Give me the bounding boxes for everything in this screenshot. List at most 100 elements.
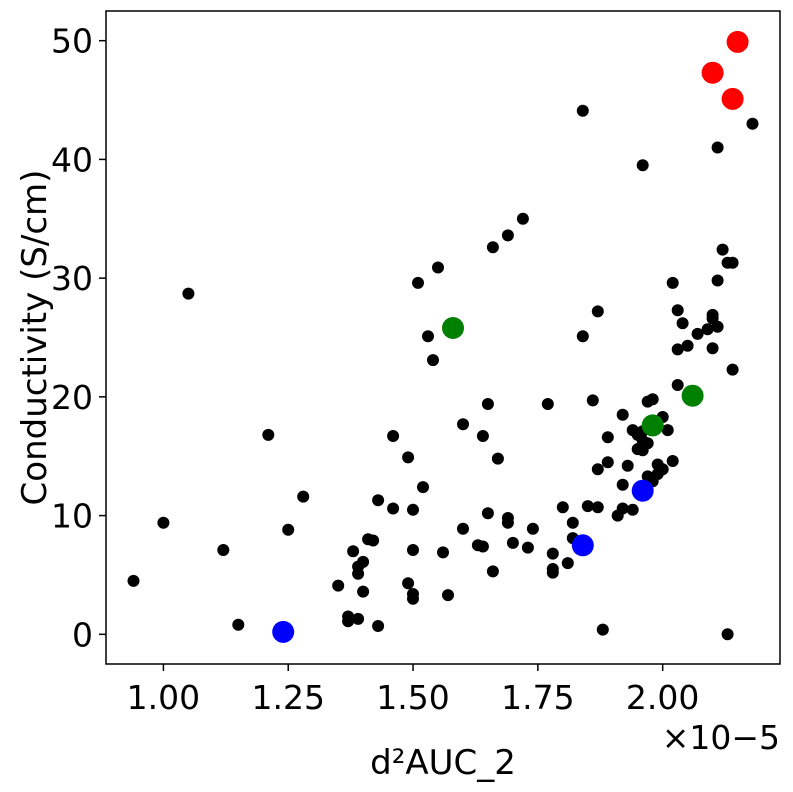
data-point-series-0-31	[422, 330, 434, 343]
data-point-series-2-2	[681, 384, 704, 407]
data-point-series-1-0	[701, 61, 724, 84]
data-point-series-0-48	[501, 512, 514, 524]
data-point-series-0-43	[486, 565, 499, 578]
y-tick-label: 40	[51, 140, 93, 179]
axes-frame	[105, 10, 781, 665]
data-point-series-0-40	[476, 430, 489, 442]
data-point-series-0-92	[656, 463, 669, 476]
data-point-series-0-1	[157, 516, 170, 529]
data-point-series-0-113	[726, 256, 739, 269]
y-axis-label: Conductivity (S/cm)	[15, 170, 55, 506]
data-point-series-0-66	[591, 305, 604, 318]
data-point-series-0-62	[576, 104, 589, 117]
data-point-series-0-22	[387, 502, 400, 515]
x-tick-label: 1.00	[127, 678, 200, 717]
data-point-series-0-32	[427, 354, 439, 367]
data-point-series-0-27	[407, 544, 419, 556]
data-point-series-0-58	[561, 557, 574, 570]
data-point-series-0-67	[591, 501, 604, 514]
data-point-series-0-15	[357, 585, 370, 598]
data-point-series-0-81	[636, 159, 649, 172]
data-point-series-0-12	[352, 612, 365, 625]
data-point-series-0-86	[641, 437, 654, 450]
plot-area	[105, 10, 781, 665]
data-point-series-0-56	[546, 563, 559, 575]
data-point-series-0-10	[342, 610, 355, 623]
data-point-series-0-6	[282, 523, 295, 536]
data-point-series-0-5	[262, 428, 275, 441]
y-axis-ticks: 0 10 20 30 40 50	[51, 22, 106, 654]
data-point-series-0-97	[671, 304, 684, 317]
data-point-series-0-65	[586, 394, 599, 407]
data-point-series-0-60	[566, 516, 579, 529]
data-point-series-0-107	[711, 320, 724, 333]
data-point-series-0-73	[616, 408, 629, 421]
data-point-series-1-1	[721, 87, 744, 110]
data-point-series-0-26	[407, 592, 419, 605]
y-tick-label: 20	[51, 378, 93, 417]
data-point-series-0-110	[716, 243, 729, 256]
data-point-series-0-42	[481, 507, 494, 520]
data-point-series-0-11	[347, 545, 360, 558]
data-point-series-0-3	[217, 544, 230, 556]
data-point-series-0-45	[491, 452, 504, 465]
points-layer	[127, 30, 759, 643]
data-point-series-0-99	[671, 343, 684, 356]
data-point-series-1-2	[726, 30, 749, 53]
data-point-series-0-50	[516, 212, 529, 225]
data-point-series-0-69	[596, 623, 609, 636]
data-point-series-0-94	[661, 424, 674, 437]
data-point-series-0-101	[681, 339, 694, 352]
data-point-series-0-35	[442, 589, 454, 602]
data-point-series-0-54	[546, 547, 559, 560]
data-point-series-0-71	[601, 456, 614, 469]
data-point-series-0-76	[621, 459, 634, 472]
data-point-series-0-96	[666, 276, 679, 289]
x-tick-label: 2.00	[626, 678, 699, 717]
data-point-series-0-88	[646, 393, 659, 406]
data-point-series-0-47	[501, 229, 514, 242]
data-point-series-0-36	[457, 418, 469, 431]
data-point-series-0-16	[357, 555, 370, 568]
data-point-series-0-106	[706, 308, 719, 321]
x-tick-label: 1.75	[501, 678, 574, 717]
data-point-series-0-34	[437, 546, 449, 559]
data-point-series-0-2	[182, 287, 195, 300]
data-point-series-0-100	[676, 317, 689, 330]
x-axis-offset-label: ×10−5	[662, 718, 780, 757]
data-point-series-0-53	[541, 398, 554, 410]
data-point-series-0-7	[297, 490, 310, 503]
data-point-series-0-19	[372, 620, 385, 632]
data-point-series-3-1	[571, 534, 594, 557]
data-point-series-0-8	[332, 579, 345, 592]
data-point-series-0-24	[402, 577, 415, 590]
data-point-series-0-114	[726, 363, 739, 376]
data-point-series-0-20	[372, 494, 385, 507]
data-point-series-0-103	[701, 323, 714, 336]
y-tick-label: 30	[51, 259, 93, 298]
data-point-series-2-0	[442, 317, 464, 339]
data-point-series-0-23	[402, 451, 415, 464]
x-tick-label: 1.50	[376, 678, 449, 717]
data-point-series-0-108	[711, 141, 724, 154]
data-point-series-0-64	[581, 500, 594, 513]
data-point-series-3-2	[631, 479, 654, 502]
data-point-series-0-112	[721, 628, 734, 641]
data-point-series-0-18	[367, 534, 380, 547]
data-point-series-0-57	[556, 501, 569, 514]
data-point-series-0-0	[127, 574, 140, 587]
data-point-series-0-37	[457, 522, 469, 535]
data-point-series-0-68	[591, 463, 604, 476]
x-axis-label: d²AUC_2	[370, 743, 516, 783]
data-point-series-0-21	[387, 430, 400, 442]
data-point-series-0-74	[616, 502, 629, 515]
data-point-series-0-51	[521, 541, 534, 554]
data-point-series-0-41	[481, 398, 494, 410]
data-point-series-2-1	[641, 414, 664, 437]
data-point-series-0-4	[232, 618, 245, 631]
data-point-series-0-98	[671, 379, 684, 391]
data-point-series-0-44	[486, 241, 499, 254]
data-point-series-0-28	[407, 503, 419, 516]
